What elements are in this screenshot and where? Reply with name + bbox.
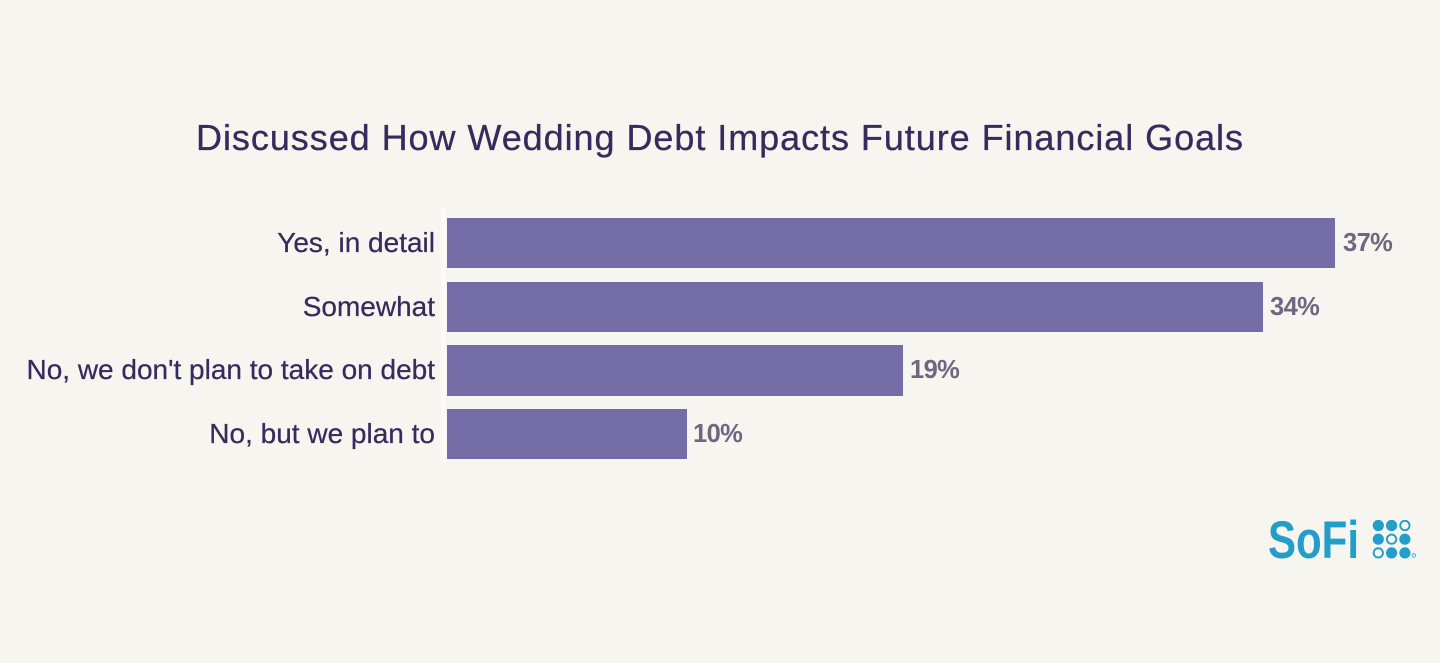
svg-text:SoFi: SoFi [1268,515,1359,563]
